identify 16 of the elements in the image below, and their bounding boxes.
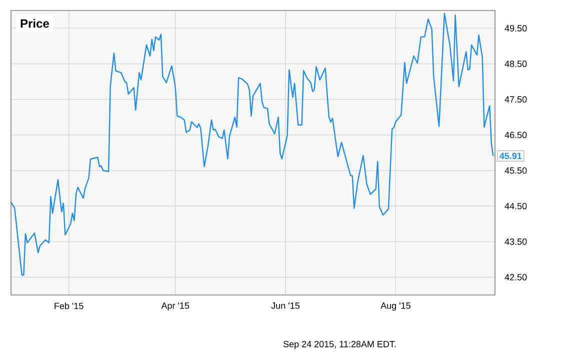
x-tick-label: Jun '15	[271, 302, 300, 309]
annotation: 45.91	[500, 152, 522, 160]
text: Price	[20, 18, 49, 28]
y-tick-label: 45.50	[504, 167, 527, 174]
y-tick-label: 44.50	[504, 202, 527, 210]
y-tick-label: 42.50	[504, 274, 527, 280]
line-series	[10, 12, 494, 276]
x-tick-label: Aug '15	[380, 302, 410, 311]
y-tick-label: 46.50	[504, 132, 527, 138]
y-tick-label: 47.50	[504, 96, 527, 103]
x-tick-label: Apr '15	[161, 302, 190, 311]
x-tick-label: Feb '15	[54, 302, 84, 310]
y-tick-label: 48.50	[504, 60, 527, 68]
y-tick-label: 49.50	[504, 25, 527, 32]
text: Sep 24 2015, 11:28AM EDT.	[283, 340, 396, 350]
y-tick-label: 43.50	[504, 238, 527, 245]
